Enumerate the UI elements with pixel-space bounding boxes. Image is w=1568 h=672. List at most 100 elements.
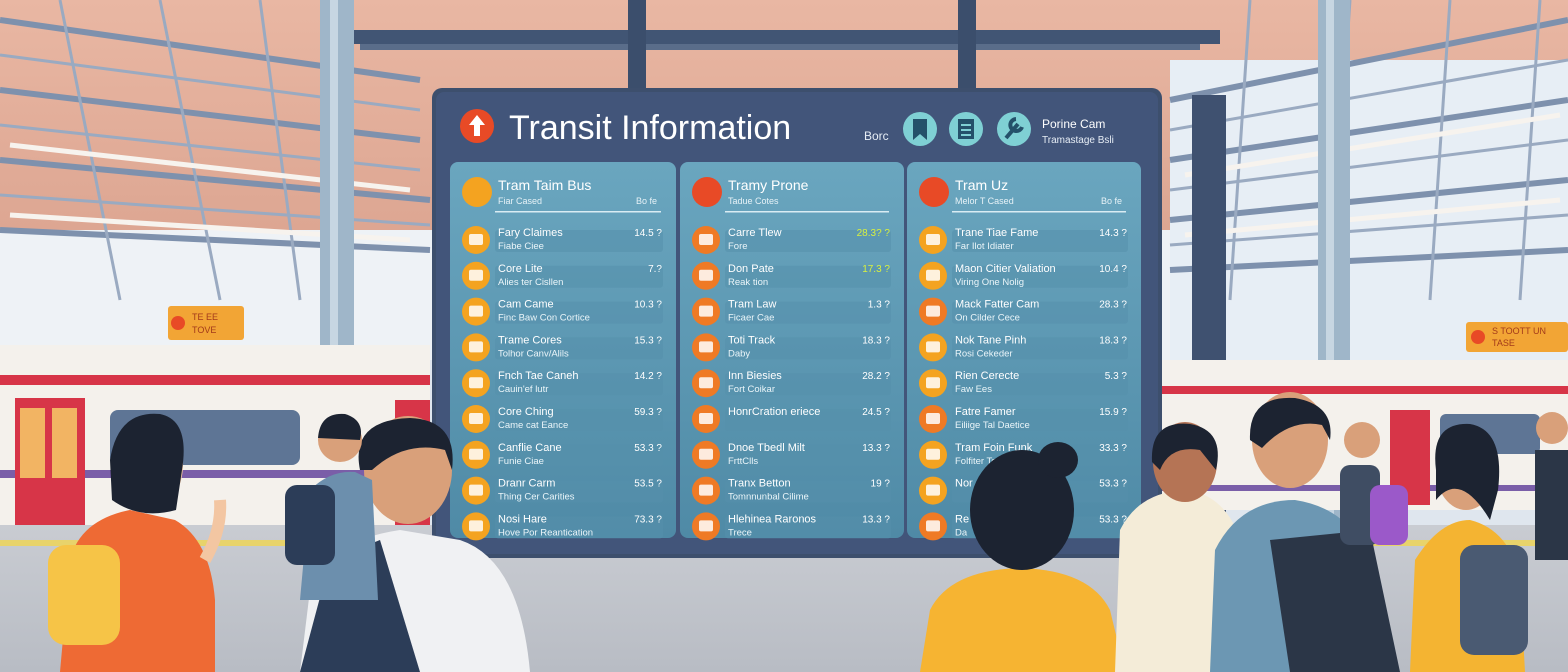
row-destination: Tranx Betton	[728, 478, 791, 490]
row-time: 24.5 ?	[862, 407, 890, 418]
column-title: Tramy Prone	[728, 177, 809, 193]
row-destination: Nosi Hare	[498, 513, 547, 525]
row-time: 10.3 ?	[634, 300, 662, 311]
column-subtitle: Melor T Cased	[955, 196, 1014, 206]
row-time: 7.?	[648, 264, 662, 275]
row-destination: Trame Cores	[498, 334, 562, 346]
passenger-man-back-left	[285, 413, 378, 600]
row-time: 28.3 ?	[1099, 300, 1127, 311]
departure-row: Nok Tane Pinh Rosi Cekeder 18.3 ?	[919, 333, 1128, 362]
row-detail: Reak tion	[728, 277, 768, 288]
row-time: 53.3 ?	[1099, 514, 1127, 525]
departure-row: Hlehinea Raronos Trece 13.3 ?	[692, 512, 891, 541]
row-time: 28.3? ?	[857, 228, 891, 239]
passenger-background-purple-bag	[1340, 422, 1408, 545]
departure-row: Core Ching Came cat Eance 59.3 ?	[462, 405, 663, 433]
row-destination: Canflie Cane	[498, 442, 562, 454]
row-destination: HonrCration eriece	[728, 406, 820, 418]
row-detail: Fiabe Ciee	[498, 241, 544, 252]
row-detail: Tomnnunbal Cilime	[728, 492, 809, 503]
row-destination: Trane Tiae Fame	[955, 227, 1038, 239]
passenger-woman-far-right	[1410, 423, 1528, 672]
row-detail: Daby	[728, 348, 750, 359]
row-detail: Finc Baw Con Cortice	[498, 313, 590, 324]
row-destination: Mack Fatter Cam	[955, 299, 1039, 311]
brand-line2: Tramastage Bsli	[1042, 135, 1114, 146]
departure-row: Tram Law Ficaer Cae 1.3 ?	[692, 297, 891, 326]
row-destination: Tram Law	[728, 299, 777, 311]
column-header-icon	[919, 177, 949, 207]
row-detail: Cauin'ef lutr	[498, 384, 548, 395]
departure-row: Fary Claimes Fiabe Ciee 14.5 ?	[462, 226, 663, 254]
row-destination: Hlehinea Raronos	[728, 513, 817, 525]
board-title: Transit Information	[509, 109, 791, 147]
row-time: 19 ?	[871, 479, 891, 490]
row-time: 18.3 ?	[862, 335, 890, 346]
departure-row: Trame Cores Tolhor Canv/Alils 15.3 ?	[462, 333, 663, 362]
column-title: Tram Uz	[955, 177, 1008, 193]
column-title: Tram Taim Bus	[498, 177, 591, 193]
row-destination: Rien Cerecte	[955, 370, 1019, 382]
row-detail: Hove Por Reantication	[498, 527, 593, 538]
departure-row: Carre Tlew Fore 28.3? ?	[692, 226, 891, 254]
row-detail: FrttClls	[728, 456, 758, 467]
row-time: 33.3 ?	[1099, 443, 1127, 454]
departure-row: Nosi Hare Hove Por Reantication 73.3 ?	[462, 512, 663, 541]
row-destination: Dnoe Tbedl Milt	[728, 442, 805, 454]
row-detail: Thing Cer Carities	[498, 492, 575, 503]
departure-row: Trane Tiae Fame Far Ilot Idiater 14.3 ?	[919, 226, 1128, 254]
departure-row: Mack Fatter Cam On Cilder Cece 28.3 ?	[919, 297, 1128, 326]
row-destination: Re	[955, 513, 969, 525]
column-tag: Bo fe	[1101, 196, 1122, 206]
row-time: 53.3 ?	[634, 443, 662, 454]
passenger-woman-center	[920, 442, 1125, 672]
row-detail: Alies ter Cisllen	[498, 277, 563, 288]
brand-line1: Porine Cam	[1042, 117, 1105, 131]
right-sign-line2: TASE	[1492, 338, 1515, 348]
row-destination: Fatre Famer	[955, 406, 1016, 418]
row-detail: Folfiter Teaes	[955, 456, 1012, 467]
column-header-icon	[462, 177, 492, 207]
row-detail: Viring One Nolig	[955, 277, 1024, 288]
row-time: 13.3 ?	[862, 443, 890, 454]
row-destination: Tram Foin Funk	[955, 442, 1033, 454]
row-destination: Core Ching	[498, 406, 554, 418]
row-destination: Fary Claimes	[498, 227, 563, 239]
row-destination: Core Lite	[498, 263, 543, 275]
row-detail: Eiliige Tal Daetice	[955, 420, 1030, 431]
row-time: 13.3 ?	[862, 514, 890, 525]
column-subtitle: Fiar Cased	[498, 196, 542, 206]
left-sign-line2: TOVE	[192, 325, 216, 335]
passenger-man-right	[1210, 392, 1400, 672]
column-subtitle: Tadue Cotes	[728, 196, 779, 206]
row-destination: Nok Tane Pinh	[955, 334, 1026, 346]
row-destination: Carre Tlew	[728, 227, 782, 239]
row-destination: Dranr Carm	[498, 478, 555, 490]
column-tag: Bo fe	[636, 196, 657, 206]
departure-row: Rien Cerecte Faw Ees 5.3 ?	[919, 369, 1128, 398]
row-time: 53.3 ?	[1099, 479, 1127, 490]
board-column-2: Tramy Prone Tadue Cotes Carre Tlew Fore 28.3…	[680, 162, 904, 541]
departure-row: Inn Biesies Fort Coikar 28.2 ?	[692, 369, 891, 398]
row-detail: Trece	[728, 527, 752, 538]
row-detail: Came cat Eance	[498, 420, 568, 431]
left-sign-line1: TE EE	[192, 312, 218, 322]
row-time: 10.4 ?	[1099, 264, 1127, 275]
row-destination: Toti Track	[728, 334, 776, 346]
row-time: 53.5 ?	[634, 479, 662, 490]
board-column-1: Tram Taim Bus Fiar Cased Bo fe Fary Claimes…	[450, 162, 676, 541]
passengers	[48, 392, 1568, 672]
departure-row: Maon Citier Valiation Viring One Nolig 10.…	[919, 261, 1128, 290]
right-platform-sign: S TOOTT UN TASE	[1466, 322, 1568, 352]
header-small-text: Borc	[864, 129, 889, 143]
row-time: 14.5 ?	[634, 228, 662, 239]
departure-row: Tranx Betton Tomnnunbal Cilime 19 ?	[692, 476, 891, 505]
row-time: 73.3 ?	[634, 514, 662, 525]
row-destination: Maon Citier Valiation	[955, 263, 1056, 275]
departure-row: Don Pate Reak tion 17.3 ?	[692, 261, 891, 290]
row-time: 14.2 ?	[634, 371, 662, 382]
row-detail: Funie Ciae	[498, 456, 544, 467]
row-detail: On Cilder Cece	[955, 313, 1020, 324]
row-destination: Nor	[955, 478, 973, 490]
